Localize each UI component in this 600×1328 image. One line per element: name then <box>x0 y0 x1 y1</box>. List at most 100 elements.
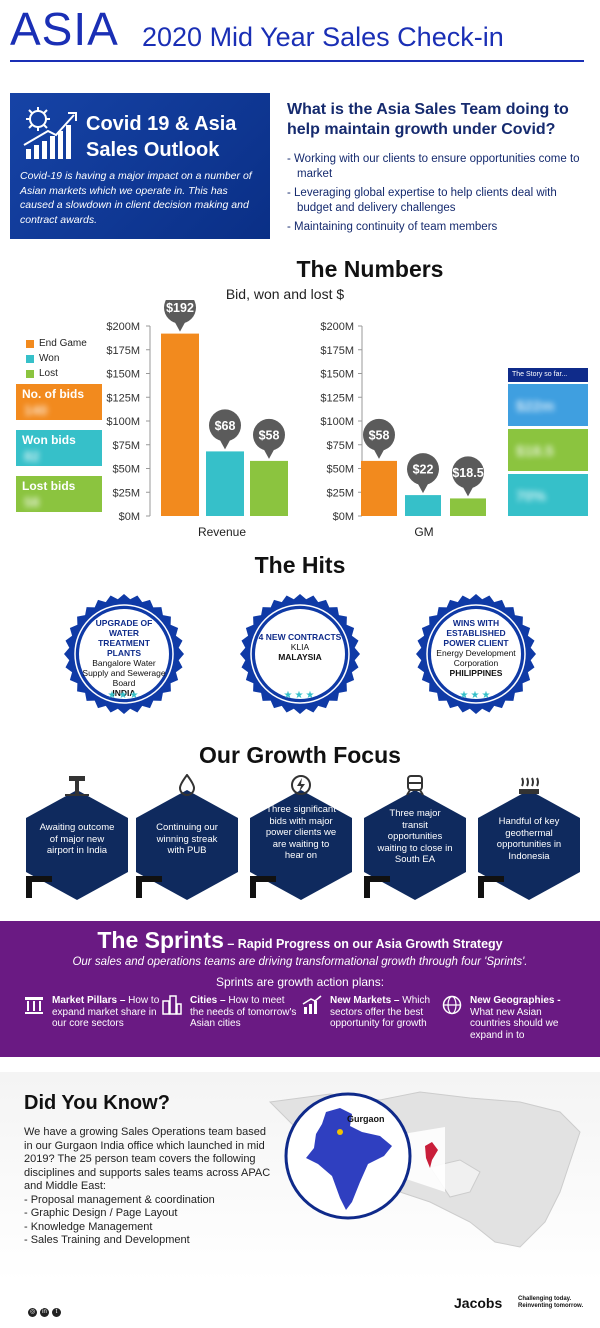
jacobs-logo: Jacobs <box>454 1295 503 1311</box>
dyk-list-item: - Knowledge Management <box>24 1220 153 1233</box>
growth-title: Our Growth Focus <box>199 742 401 768</box>
bar <box>250 460 288 516</box>
data-label-bubble <box>253 418 285 451</box>
kpi-value: 82 <box>24 448 40 464</box>
data-label: $18.5 <box>452 466 483 480</box>
y-tick-label: $125M <box>320 392 354 404</box>
sprints-plans: Sprints are growth action plans: <box>215 975 385 989</box>
city-icon <box>162 995 182 1015</box>
kpi-lost-box: Lost bids 58 <box>16 476 102 512</box>
story-box: $22m <box>508 384 588 426</box>
growth-text: Handful of key geothermal opportunities … <box>496 816 562 862</box>
corner-bracket <box>26 876 52 898</box>
strategy-bullet: - Leveraging global expertise to help cl… <box>287 187 557 214</box>
covid-title: Covid 19 & Asia Sales Outlook <box>86 111 266 163</box>
sprints-title-main: The Sprints <box>97 927 224 953</box>
sprint-label: Market Pillars – <box>52 995 126 1006</box>
legend-swatch <box>26 354 34 363</box>
hit-badge-malaysia: 4 NEW CONTRACTS KLIA MALAYSIA ★★★ <box>240 594 360 714</box>
growth-text: Three major transit opportunities waitin… <box>377 808 453 865</box>
bar <box>206 451 244 516</box>
hit-stars: ★★★ <box>459 690 493 701</box>
data-label-bubble <box>363 418 395 451</box>
strategy-question: What is the Asia Sales Team doing to hel… <box>287 101 569 138</box>
y-tick-label: $100M <box>320 416 354 428</box>
data-label: $192 <box>166 301 194 315</box>
train-icon <box>406 775 424 796</box>
covid-title-line1: Covid 19 & Asia <box>86 113 237 135</box>
kpi-value: 58 <box>24 494 40 510</box>
y-tick-label: $25M <box>326 487 354 499</box>
corner-bracket <box>136 876 162 898</box>
sprint-text: Which sectors offer the best opportunity… <box>330 995 431 1029</box>
instagram-icon[interactable]: ◎ <box>28 1308 37 1317</box>
y-tick-label: $100M <box>106 416 140 428</box>
y-tick-label: $200M <box>106 321 140 333</box>
y-tick-label: $75M <box>326 440 354 452</box>
y-tick-label: $175M <box>320 345 354 357</box>
numbers-title: The Numbers <box>296 256 444 282</box>
chart-icon <box>302 995 322 1014</box>
data-label-pointer <box>263 447 275 459</box>
data-label-pointer <box>219 438 231 450</box>
strategy-bullet-list: - Working with our clients to ensure opp… <box>287 152 592 239</box>
hit-badge-philippines: WINS WITH ESTABLISHED POWER CLIENT Energ… <box>416 594 536 714</box>
story-so-far: The Story so far... $22m $18.5 70% <box>508 368 588 518</box>
bar <box>450 498 486 516</box>
growth-hex: Three major transit opportunities waitin… <box>362 775 468 902</box>
header-divider <box>10 60 584 62</box>
y-tick-label: $50M <box>326 464 354 476</box>
story-value: $22m <box>516 398 555 415</box>
growth-hex: Three significant bids with major power … <box>248 775 354 902</box>
sprint-label: New Geographies - <box>470 995 561 1006</box>
legend-swatch <box>26 369 34 378</box>
sprints-band: The Sprints – Rapid Progress on our Asia… <box>0 921 600 1057</box>
corner-bracket <box>250 876 276 898</box>
hit-client: Bangalore Water Supply and Sewerage Boar… <box>82 658 166 688</box>
strategy-bullet: - Working with our clients to ensure opp… <box>287 153 580 180</box>
hit-country: INDIA <box>112 688 136 698</box>
twitter-icon[interactable]: t <box>52 1308 61 1317</box>
hexagon-shape <box>136 790 238 900</box>
virus-growth-icon <box>23 107 77 159</box>
kpi-label: Won bids <box>22 433 76 447</box>
did-you-know-title: Did You Know? <box>24 1092 170 1114</box>
water-drop-icon <box>178 774 196 796</box>
story-box: $18.5 <box>508 429 588 471</box>
x-axis-label: GM <box>414 525 433 539</box>
sprint-text: How to meet the needs of tomorrow's Asia… <box>190 995 297 1029</box>
dyk-list-item: - Sales Training and Development <box>24 1234 190 1246</box>
legend-label: Lost <box>39 368 58 379</box>
growth-hex: Continuing our winning streak with PUB <box>134 774 240 902</box>
legend-item: End Game <box>26 336 87 351</box>
badge-seal-icon <box>240 594 360 714</box>
kpi-label: No. of bids <box>22 387 84 401</box>
hit-headline: WINS WITH ESTABLISHED POWER CLIENT <box>443 618 509 648</box>
sprint-label: New Markets – <box>330 995 400 1006</box>
geothermal-icon <box>519 777 539 794</box>
kpi-label: Lost bids <box>22 479 76 493</box>
sprints-title: The Sprints – Rapid Progress on our Asia… <box>0 927 600 954</box>
story-value: $18.5 <box>516 443 554 460</box>
header-title: 2020 Mid Year Sales Check-in <box>142 22 504 52</box>
data-label-bubble <box>164 300 196 324</box>
data-label: $58 <box>369 428 390 442</box>
covid-title-line2: Sales Outlook <box>86 139 220 161</box>
corner-bracket <box>364 876 390 898</box>
sprint-text: What new Asian countries should we expan… <box>470 1006 559 1041</box>
pillars-icon <box>25 997 43 1014</box>
growth-text: Three significant bids with major power … <box>265 804 337 861</box>
legend-label: End Game <box>39 338 87 349</box>
growth-hex: Awaiting outcome of major new airport in… <box>24 776 130 902</box>
header-asia: ASIA <box>10 3 119 55</box>
map-label-gurgaon: Gurgaon <box>347 1114 385 1124</box>
dyk-list-item: - Proposal management & coordination <box>24 1193 215 1206</box>
y-tick-label: $25M <box>112 487 140 499</box>
y-tick-label: $0M <box>119 511 140 523</box>
data-label-bubble <box>452 456 484 489</box>
legend-item: Won <box>26 351 87 366</box>
story-header: The Story so far... <box>508 368 588 382</box>
y-tick-label: $150M <box>106 369 140 381</box>
tagline-line: Reinventing tomorrow. <box>518 1303 584 1309</box>
linkedin-icon[interactable]: in <box>40 1308 49 1317</box>
